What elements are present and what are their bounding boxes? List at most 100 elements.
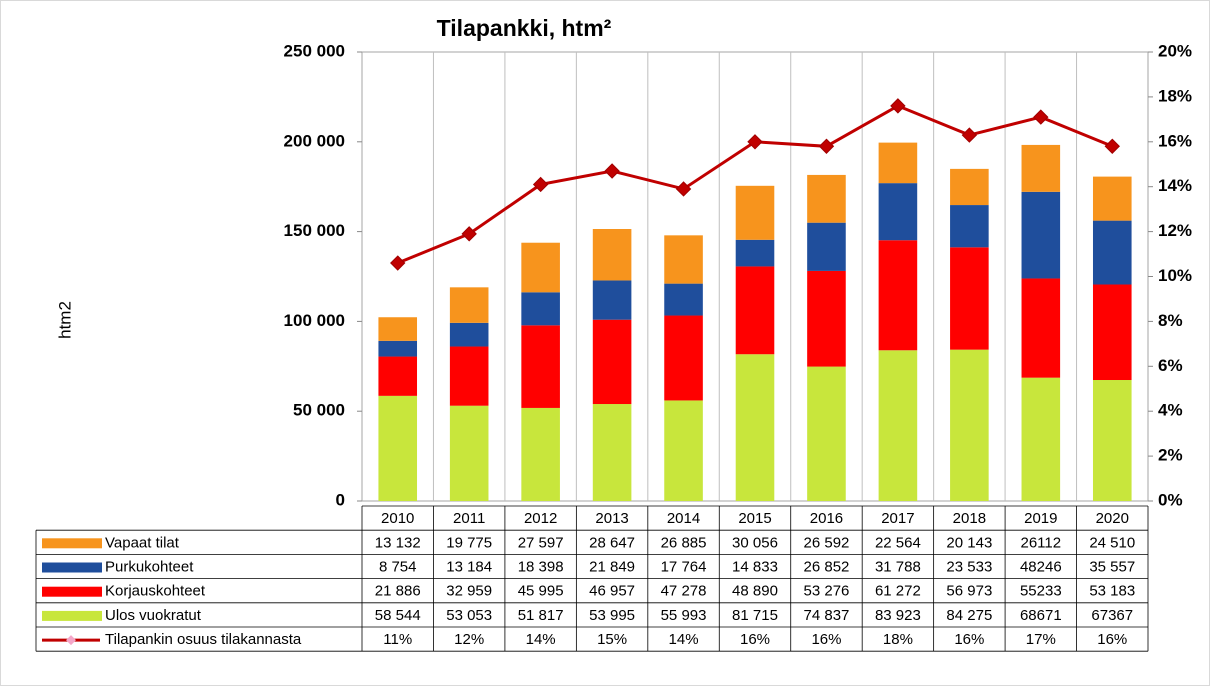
table-cell: 11% <box>383 631 412 648</box>
table-cell: 68671 <box>1020 607 1062 624</box>
bar <box>1092 284 1132 381</box>
legend-swatch <box>66 635 76 646</box>
x-tick-label: 2018 <box>953 510 986 527</box>
table-cell: 47 278 <box>661 583 707 600</box>
line-marker <box>1033 109 1049 125</box>
table-cell: 31 788 <box>875 558 921 575</box>
bar <box>592 404 632 501</box>
line-marker <box>747 134 763 150</box>
table-cell: 14% <box>669 631 699 648</box>
bar <box>807 174 846 223</box>
bar <box>735 185 775 240</box>
table-cell: 46 957 <box>589 583 635 600</box>
table-cell: 45 995 <box>518 583 564 600</box>
line-marker <box>961 127 978 143</box>
legend-label: Ulos vuokratut <box>105 607 202 624</box>
table-cell: 74 837 <box>804 607 850 624</box>
y2-tick-label: 0% <box>1158 490 1183 509</box>
table-cell: 30 056 <box>732 534 778 551</box>
line-marker <box>675 181 692 197</box>
legend-label: Korjauskohteet <box>105 583 206 600</box>
table-cell: 22 564 <box>875 534 921 551</box>
table-cell: 27 597 <box>518 534 564 551</box>
table-cell: 61 272 <box>875 583 921 600</box>
legend-label: Purkukohteet <box>105 558 194 575</box>
y-axis-label: htm2 <box>55 301 74 339</box>
legend-label: Tilapankin osuus tilakannasta <box>105 631 302 648</box>
table-cell: 14% <box>526 631 556 648</box>
table-cell: 19 775 <box>446 534 492 551</box>
line-marker <box>1104 138 1120 154</box>
x-tick-label: 2019 <box>1024 510 1057 527</box>
table-cell: 24 510 <box>1089 534 1135 551</box>
bar <box>592 280 632 320</box>
table-cell: 28 647 <box>589 534 635 551</box>
table-cell: 8 754 <box>379 558 417 575</box>
table-cell: 32 959 <box>446 583 492 600</box>
bar <box>735 266 775 355</box>
bar <box>449 346 489 406</box>
legend-swatch <box>42 610 102 621</box>
legend-label: Vapaat tilat <box>105 534 180 551</box>
table-cell: 51 817 <box>518 607 564 624</box>
table-cell: 53 276 <box>804 583 850 600</box>
y2-tick-label: 20% <box>1158 41 1192 60</box>
bar <box>521 242 560 293</box>
y2-tick-label: 2% <box>1158 446 1183 465</box>
y2-tick-label: 12% <box>1158 221 1192 240</box>
x-tick-label: 2017 <box>881 510 914 527</box>
table-cell: 58 544 <box>375 607 421 624</box>
y-tick-label: 100 000 <box>284 311 345 330</box>
bar <box>807 366 846 501</box>
table-cell: 16% <box>811 631 841 648</box>
bar <box>1092 176 1132 221</box>
y2-tick-label: 14% <box>1158 176 1192 195</box>
table-cell: 26 852 <box>804 558 850 575</box>
line-marker <box>390 255 406 271</box>
bar <box>950 349 989 501</box>
table-cell: 35 557 <box>1089 558 1135 575</box>
table-cell: 18% <box>883 631 913 648</box>
bar <box>378 340 418 357</box>
table-cell: 16% <box>740 631 770 648</box>
bar <box>878 240 918 351</box>
bar <box>378 317 418 341</box>
y2-tick-label: 16% <box>1158 131 1192 150</box>
x-tick-label: 2012 <box>524 510 557 527</box>
bar <box>664 400 703 501</box>
bar <box>807 222 846 271</box>
y-tick-label: 250 000 <box>284 41 345 60</box>
bar <box>592 319 632 405</box>
table-cell: 84 275 <box>946 607 992 624</box>
bar <box>950 168 989 206</box>
y2-tick-label: 18% <box>1158 86 1192 105</box>
x-tick-label: 2010 <box>381 510 414 527</box>
bar <box>878 350 918 501</box>
table-cell: 12% <box>454 631 484 648</box>
table-cell: 55233 <box>1020 583 1062 600</box>
bar <box>664 235 703 284</box>
table-cell: 20 143 <box>946 534 992 551</box>
bar <box>878 142 918 184</box>
y-tick-label: 200 000 <box>284 131 345 150</box>
table-cell: 67367 <box>1091 607 1133 624</box>
table-cell: 81 715 <box>732 607 778 624</box>
y-tick-label: 150 000 <box>284 221 345 240</box>
table-cell: 26112 <box>1021 534 1062 551</box>
table-cell: 17 764 <box>661 558 707 575</box>
bar <box>592 228 632 281</box>
bar <box>521 292 560 326</box>
x-tick-label: 2016 <box>810 510 843 527</box>
y-tick-label: 0 <box>336 490 345 509</box>
table-cell: 13 132 <box>375 534 421 551</box>
table-cell: 14 833 <box>732 558 778 575</box>
table-cell: 56 973 <box>946 583 992 600</box>
bar <box>1021 278 1061 378</box>
y2-tick-label: 8% <box>1158 311 1183 330</box>
table-cell: 21 849 <box>589 558 635 575</box>
x-tick-label: 2011 <box>453 510 485 527</box>
table-cell: 18 398 <box>518 558 564 575</box>
bar <box>521 325 560 408</box>
line-marker <box>818 138 835 154</box>
